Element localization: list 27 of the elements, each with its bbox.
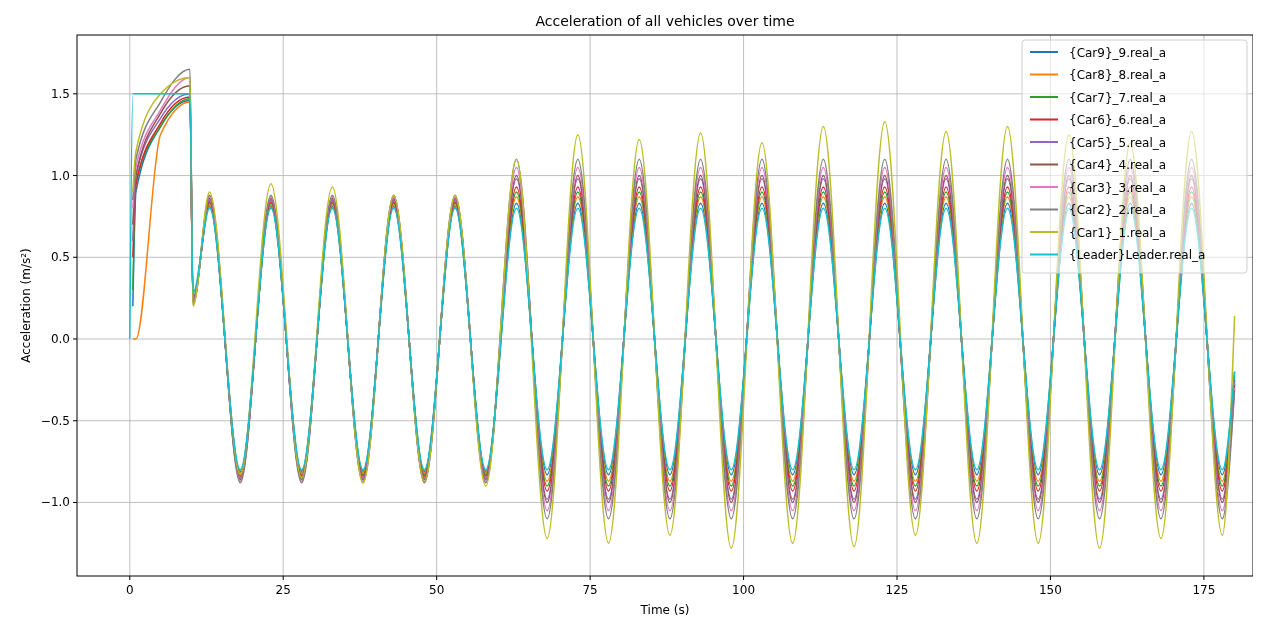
x-tick-label: 150 xyxy=(1039,583,1062,597)
y-axis-title: Acceleration (m/s²) xyxy=(19,248,33,363)
chart-title: Acceleration of all vehicles over time xyxy=(535,13,795,29)
y-tick-label: −0.5 xyxy=(40,413,70,428)
legend-label: {Car9}_9.real_a xyxy=(1069,45,1167,60)
y-tick-label: 0.0 xyxy=(50,332,70,347)
x-tick-label: 50 xyxy=(429,583,445,597)
x-tick-label: 175 xyxy=(1192,583,1216,597)
legend-label: {Car4}_4.real_a xyxy=(1069,158,1167,172)
legend-label: {Car8}_8.real_a xyxy=(1069,68,1167,82)
x-tick-label: 75 xyxy=(582,583,598,597)
x-tick-label: 125 xyxy=(885,583,909,597)
legend-label: {Car3}_3.real_a xyxy=(1069,180,1167,195)
legend-label: {Car6}_6.real_a xyxy=(1069,113,1167,127)
x-axis-title: Time (s) xyxy=(639,603,690,617)
y-tick-label: 1.5 xyxy=(50,86,70,101)
y-tick-label: 0.5 xyxy=(50,250,70,265)
legend-label: {Leader}Leader.real_a xyxy=(1069,248,1206,262)
legend-label: {Car7}_7.real_a xyxy=(1069,90,1167,105)
x-tick-label: 100 xyxy=(732,583,756,597)
x-tick-label: 0 xyxy=(125,583,134,597)
legend-label: {Car2}_2.real_a xyxy=(1069,203,1167,217)
legend-label: {Car1}_1.real_a xyxy=(1069,225,1167,240)
x-tick-label: 25 xyxy=(275,583,291,597)
y-tick-label: −1.0 xyxy=(40,495,70,510)
legend-label: {Car5}_5.real_a xyxy=(1069,135,1167,150)
y-tick-label: 1.0 xyxy=(50,168,70,183)
